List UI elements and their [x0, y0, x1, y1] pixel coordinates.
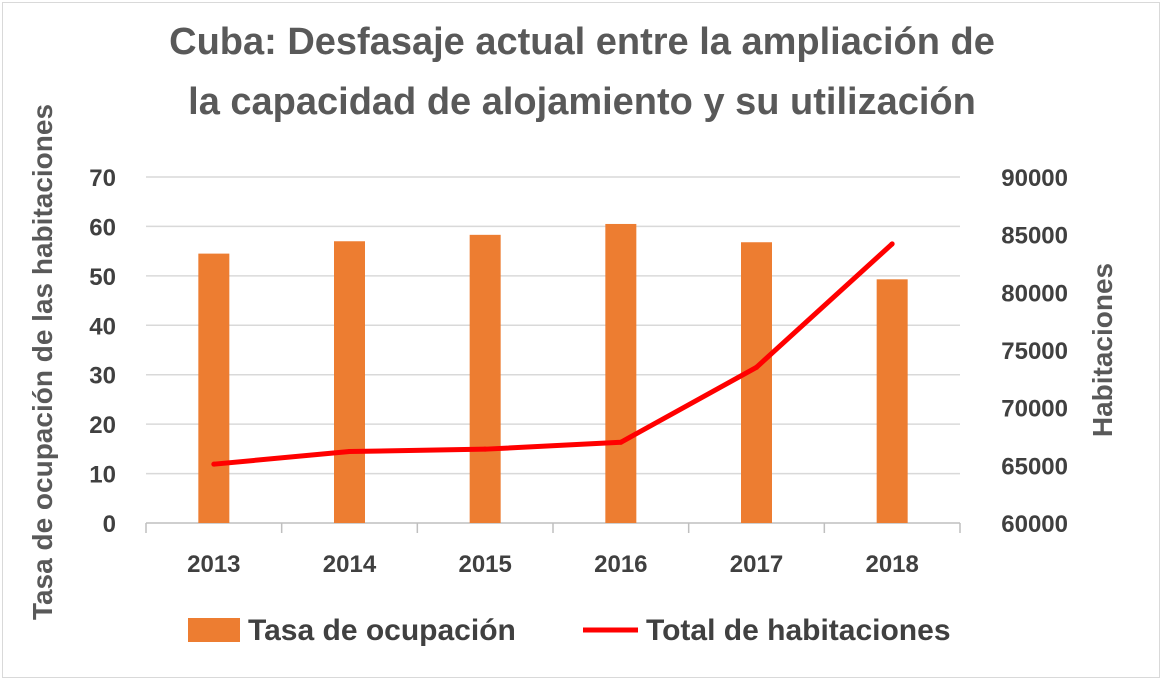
bar: [198, 253, 230, 523]
right-tick-label: 65000: [1001, 453, 1068, 480]
legend-bar-label: Tasa de ocupación: [248, 614, 516, 647]
x-tick-label: 2017: [730, 551, 783, 578]
x-axis-ticks: 2013 2014 2015 2016 2017 2018: [145, 523, 961, 578]
bar: [469, 234, 501, 523]
right-tick-label: 90000: [1001, 165, 1068, 192]
left-tick-label: 60: [89, 214, 116, 241]
x-tick-label: 2013: [187, 551, 240, 578]
left-tick-label: 40: [89, 313, 116, 340]
right-axis-ticks: 60000 65000 70000 75000 80000 85000 90000: [1001, 165, 1068, 538]
x-tick-label: 2018: [865, 551, 918, 578]
legend-bar-swatch: [188, 618, 240, 642]
left-tick-label: 10: [89, 462, 116, 489]
line-point: [889, 241, 895, 247]
legend: Tasa de ocupación Total de habitaciones: [188, 614, 951, 647]
bar: [334, 241, 365, 523]
left-axis-ticks: 0 10 20 30 40 50 60 70: [89, 165, 116, 538]
line-point: [482, 446, 488, 452]
right-tick-label: 60000: [1001, 511, 1068, 538]
left-tick-label: 0: [103, 511, 116, 538]
left-tick-label: 50: [89, 264, 116, 291]
line-path: [213, 242, 894, 467]
chart-title-line-1: Cuba: Desfasaje actual entre la ampliaci…: [169, 21, 995, 63]
right-axis-label: Habitaciones: [1087, 263, 1118, 437]
x-tick-label: 2014: [323, 551, 377, 578]
line-series: [211, 241, 895, 467]
x-tick-label: 2015: [458, 551, 511, 578]
right-tick-label: 80000: [1001, 280, 1068, 307]
chart-title: Cuba: Desfasaje actual entre la ampliaci…: [0, 12, 1164, 132]
line-point: [754, 364, 759, 370]
left-tick-label: 20: [89, 412, 116, 439]
bar: [741, 242, 772, 523]
line-point: [211, 461, 217, 467]
bar: [876, 279, 908, 523]
left-tick-label: 70: [89, 165, 116, 192]
line-point: [347, 448, 352, 454]
gridlines: [146, 176, 960, 524]
bar-series: [198, 223, 908, 523]
line-point: [618, 439, 624, 445]
legend-line-label: Total de habitaciones: [646, 614, 951, 647]
right-tick-label: 75000: [1001, 338, 1068, 365]
left-axis-label: Tasa de ocupación de las habitaciones: [27, 104, 58, 620]
left-tick-label: 30: [89, 363, 116, 390]
chart-title-line-2: la capacidad de alojamiento y su utiliza…: [188, 81, 976, 123]
right-tick-label: 85000: [1001, 223, 1068, 250]
right-tick-label: 70000: [1001, 396, 1068, 423]
bar: [605, 223, 637, 523]
x-tick-label: 2016: [594, 551, 647, 578]
